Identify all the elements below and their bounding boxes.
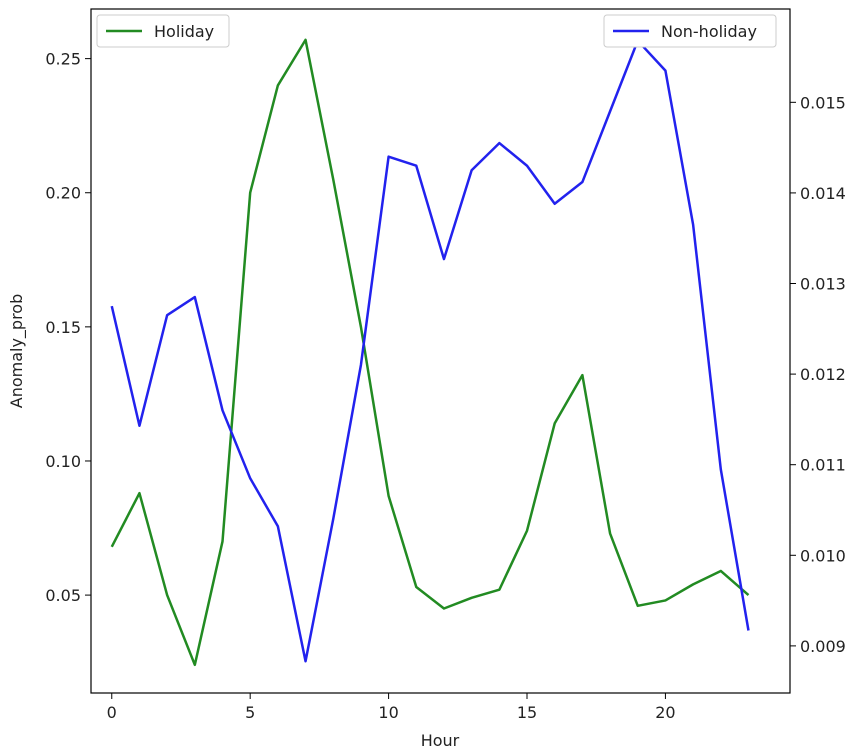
legend-box <box>96 14 230 48</box>
x-axis-label: Hour <box>421 731 460 750</box>
y-right-tick-label: 0.011 <box>800 456 846 475</box>
y-left-tick-label: 0.10 <box>45 452 81 471</box>
legend-holiday: Holiday <box>96 14 230 48</box>
x-tick-label: 5 <box>245 703 255 722</box>
y-axis-right: 0.009 0.010 0.011 0.012 0.013 0.014 0.015 <box>790 93 846 656</box>
plot-frame <box>90 8 791 694</box>
y-left-tick-label: 0.25 <box>45 50 81 69</box>
legend-non-holiday: Non-holiday <box>603 14 777 48</box>
y-right-tick-label: 0.013 <box>800 275 846 294</box>
y-left-tick-label: 0.20 <box>45 184 81 203</box>
x-tick-label: 15 <box>517 703 537 722</box>
legend-label-holiday: Holiday <box>154 22 214 41</box>
y-right-tick-label: 0.014 <box>800 184 846 203</box>
x-tick-label: 0 <box>107 703 117 722</box>
x-tick-label: 20 <box>655 703 675 722</box>
legend-label-non-holiday: Non-holiday <box>661 22 757 41</box>
y-axis-left: 0.05 0.10 0.15 0.20 0.25 <box>45 50 91 605</box>
legend-box <box>603 14 777 48</box>
y-left-tick-label: 0.05 <box>45 586 81 605</box>
x-tick-label: 10 <box>378 703 398 722</box>
y-right-tick-label: 0.015 <box>800 93 846 112</box>
y-left-tick-label: 0.15 <box>45 318 81 337</box>
y-right-tick-label: 0.012 <box>800 365 846 384</box>
x-axis: 0 5 10 15 20 <box>107 693 676 722</box>
series-line-holiday <box>110 38 750 667</box>
y-axis-label: Anomaly_prob <box>7 294 27 409</box>
y-right-tick-label: 0.010 <box>800 546 846 565</box>
y-right-tick-label: 0.009 <box>800 637 846 656</box>
